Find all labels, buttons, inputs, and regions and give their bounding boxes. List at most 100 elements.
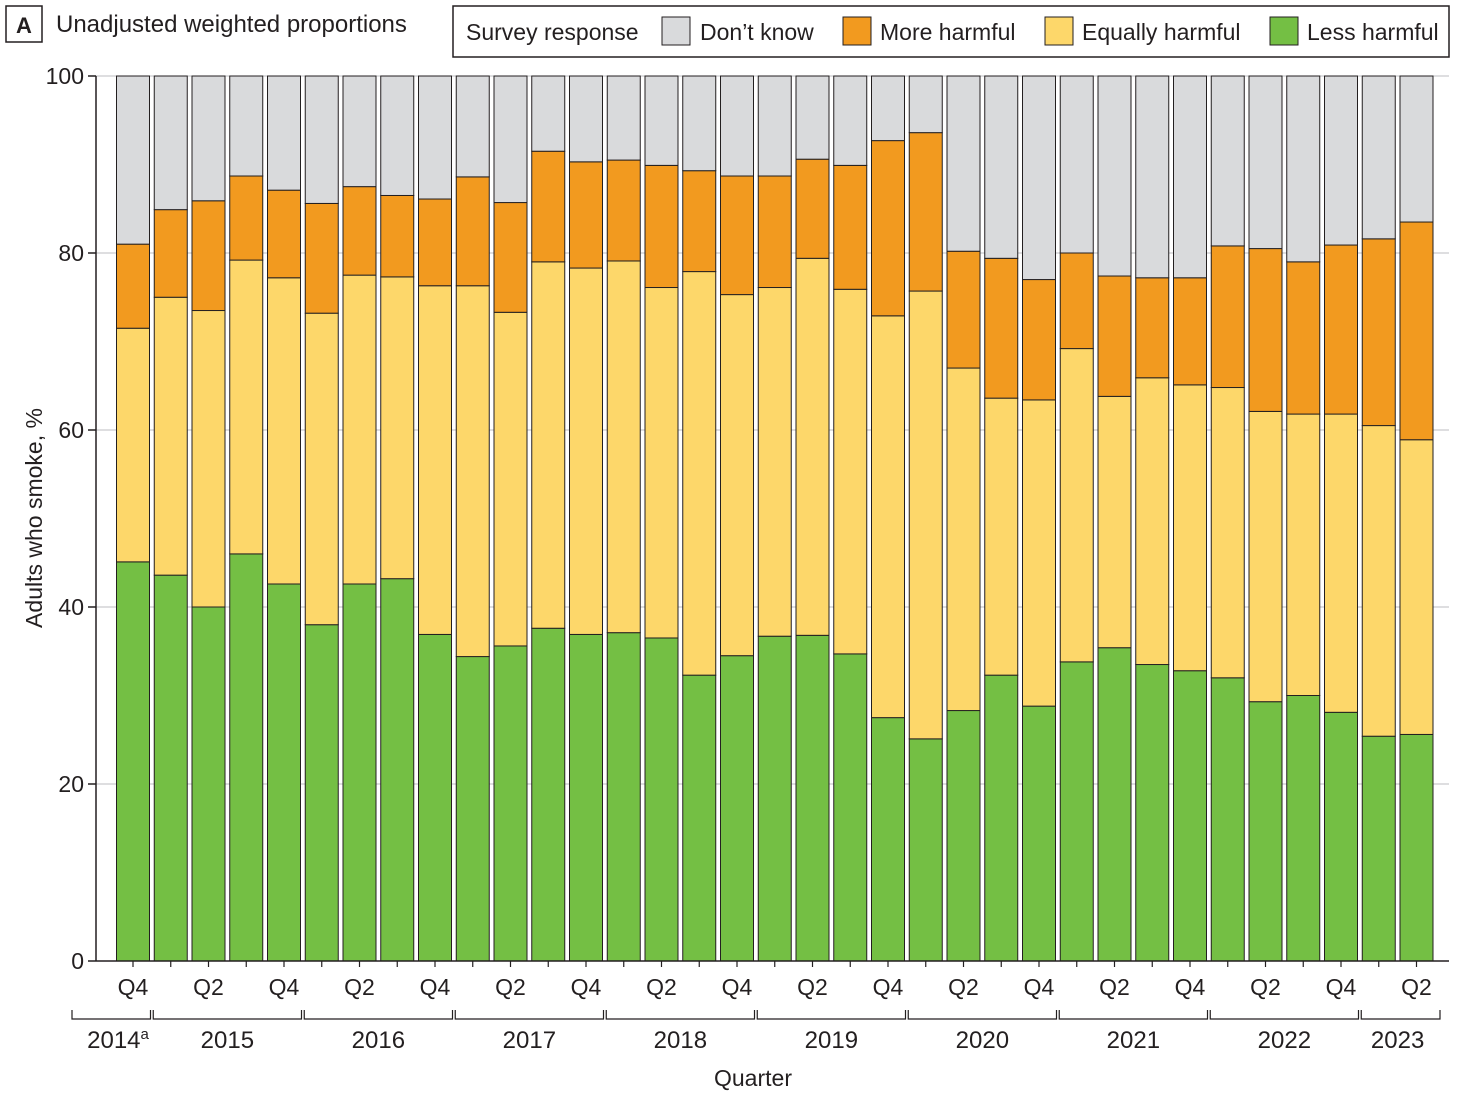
bar-segment-less-harmful (380, 578, 415, 962)
bar-segment-don-t-know (682, 75, 717, 172)
legend-label-less-harmful: Less harmful (1307, 19, 1439, 45)
bar-segment-don-t-know (908, 75, 943, 134)
bar-segment-equally-harmful (418, 285, 452, 635)
y-tick-label: 20 (58, 771, 84, 797)
bar-segment-don-t-know (267, 75, 301, 191)
bar-segment-don-t-know (1059, 75, 1094, 254)
bar-segment-less-harmful (1022, 705, 1056, 962)
bar-segment-more-harmful (757, 175, 792, 289)
bar-segment-don-t-know (191, 75, 226, 202)
bar-segment-more-harmful (229, 175, 264, 261)
bar-segment-don-t-know (1286, 75, 1321, 263)
bar-segment-equally-harmful (908, 290, 943, 740)
bar-segment-less-harmful (342, 583, 377, 962)
panel-header: A Unadjusted weighted proportions (5, 5, 407, 43)
legend: Survey response Don’t know More harmful … (452, 5, 1450, 58)
year-bracket (303, 1010, 454, 1020)
year-superscript: a (141, 1026, 150, 1043)
bar-segment-equally-harmful (493, 311, 528, 647)
year-bracket (605, 1010, 756, 1020)
bar-segment-more-harmful (1022, 279, 1056, 401)
year-label: 2019 (805, 1027, 858, 1054)
y-tick-label: 80 (58, 240, 84, 266)
bar-segment-less-harmful (569, 633, 603, 962)
y-tick-label: 0 (71, 948, 84, 974)
x-tick-label: Q4 (118, 974, 149, 1000)
bar-segment-more-harmful (1361, 238, 1396, 427)
bar-segment-don-t-know (946, 75, 981, 252)
bar-segment-more-harmful (1399, 221, 1434, 441)
bar-segment-less-harmful (682, 674, 717, 962)
bar-segment-less-harmful (757, 635, 792, 962)
bar-segment-equally-harmful (682, 271, 717, 676)
x-tick-label: Q2 (344, 974, 375, 1000)
bar-segment-more-harmful (1324, 244, 1358, 415)
x-axis-label: Quarter (714, 1065, 792, 1091)
bar-segment-less-harmful (908, 738, 943, 962)
bar-segment-equally-harmful (380, 276, 415, 580)
legend-label-equally-harmful: Equally harmful (1082, 19, 1241, 45)
bar-segment-equally-harmful (455, 285, 490, 658)
year-label: 2017 (503, 1027, 556, 1054)
bar-segment-equally-harmful (795, 257, 830, 636)
bar-segment-more-harmful (1248, 248, 1283, 412)
year-label: 2014a (87, 1026, 149, 1054)
bar-segment-more-harmful (795, 158, 830, 259)
bar-segment-don-t-know (493, 75, 528, 204)
x-tick-label: Q4 (571, 974, 602, 1000)
bar-segment-equally-harmful (871, 315, 905, 719)
year-bracket (1360, 1010, 1441, 1020)
y-tick-label: 40 (58, 594, 84, 620)
x-tick-label: Q2 (948, 974, 979, 1000)
year-bracket (1209, 1010, 1360, 1020)
x-tick-label: Q4 (1326, 974, 1357, 1000)
bar-segment-more-harmful (342, 186, 377, 276)
bar-segment-more-harmful (116, 243, 150, 329)
bar-segment-don-t-know (531, 75, 566, 152)
bar-segment-don-t-know (1173, 75, 1207, 279)
bar-segment-less-harmful (116, 561, 150, 962)
bar-segment-less-harmful (531, 627, 566, 962)
bar-segment-more-harmful (304, 202, 339, 314)
bar-segment-don-t-know (418, 75, 452, 200)
bar-segment-equally-harmful (1135, 377, 1170, 666)
x-tick-label: Q4 (1024, 974, 1055, 1000)
bar-segment-less-harmful (1135, 664, 1170, 962)
bar-segment-less-harmful (493, 645, 528, 962)
bar-segment-less-harmful (946, 710, 981, 962)
x-tick-label: Q4 (420, 974, 451, 1000)
legend-swatch-dont-know (661, 16, 691, 46)
legend-swatch-more-harmful (842, 16, 872, 46)
bar-segment-more-harmful (493, 202, 528, 313)
x-tick-label: Q2 (495, 974, 526, 1000)
x-tick-label: Q2 (1099, 974, 1130, 1000)
bar-segment-less-harmful (1248, 701, 1283, 962)
bar-segment-more-harmful (191, 200, 226, 312)
bar-segment-don-t-know (871, 75, 905, 142)
bar-segment-don-t-know (833, 75, 868, 166)
bar-segment-equally-harmful (833, 288, 868, 655)
x-tick-label: Q2 (193, 974, 224, 1000)
year-bracket (1058, 1010, 1209, 1020)
bar-segment-equally-harmful (984, 397, 1019, 676)
bar-segment-equally-harmful (1248, 410, 1283, 703)
year-label: 2023 (1371, 1027, 1424, 1054)
bar-segment-equally-harmful (1361, 425, 1396, 737)
bar-segment-less-harmful (191, 606, 226, 962)
bar-segment-less-harmful (1399, 733, 1434, 962)
bar-segment-don-t-know (757, 75, 792, 177)
bar-segment-less-harmful (1210, 677, 1245, 962)
x-tick-label: Q4 (722, 974, 753, 1000)
y-tick-label: 60 (58, 417, 84, 443)
bar-segment-more-harmful (606, 159, 641, 262)
bar-segment-more-harmful (1286, 261, 1321, 415)
bar-segment-more-harmful (267, 189, 301, 279)
bar-segment-less-harmful (871, 717, 905, 962)
bar-segment-more-harmful (908, 132, 943, 292)
y-axis-label: Adults who smoke, % (21, 408, 47, 628)
bar-segment-more-harmful (1210, 245, 1245, 389)
x-tick-label: Q4 (269, 974, 300, 1000)
year-label: 2020 (956, 1027, 1009, 1054)
bar-segment-less-harmful (1286, 695, 1321, 962)
